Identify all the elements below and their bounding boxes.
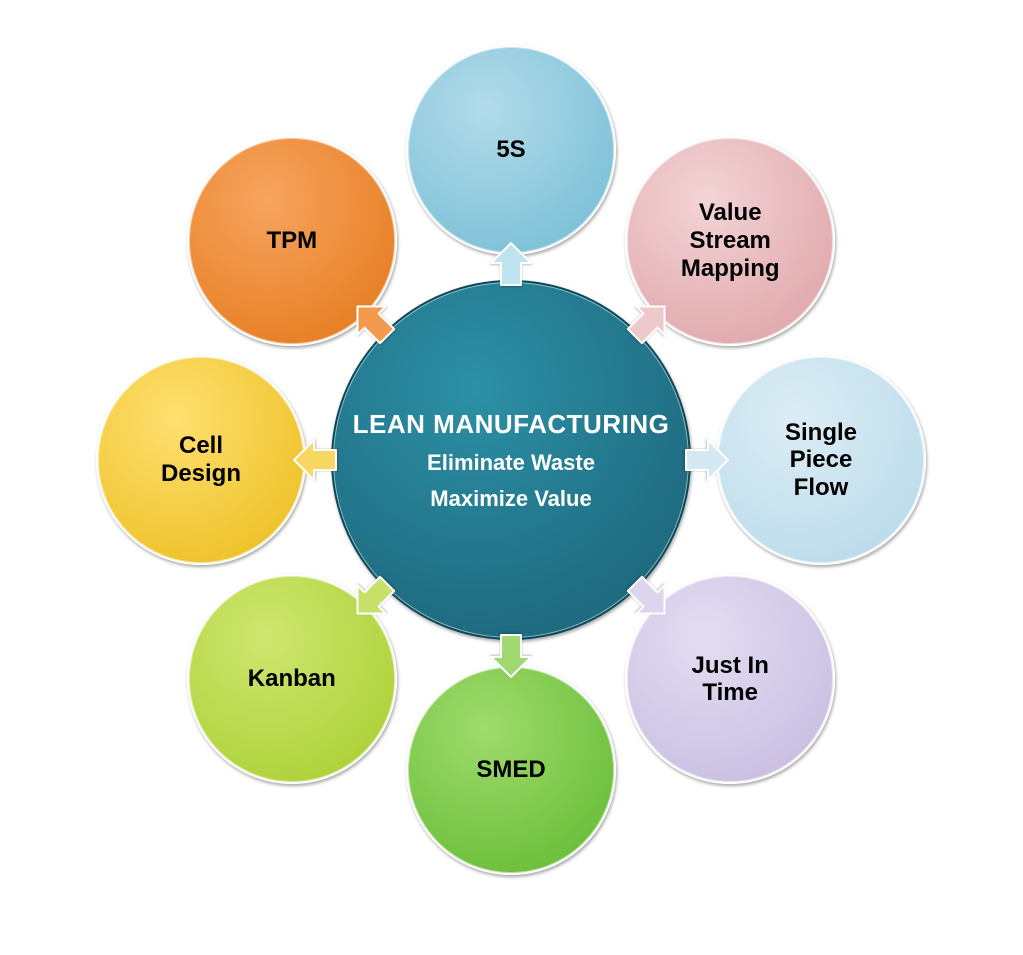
lean-manufacturing-diagram: LEAN MANUFACTURING Eliminate Waste Maxim… <box>0 0 1023 955</box>
node-spf: Single Piece Flow <box>716 355 926 565</box>
node-jit-label: Just In Time <box>692 652 769 707</box>
node-five-s: 5S <box>406 45 616 255</box>
center-text-wrap: LEAN MANUFACTURING Eliminate Waste Maxim… <box>353 409 670 512</box>
center-sub1: Eliminate Waste <box>353 450 670 476</box>
node-vsm-label: Value Stream Mapping <box>681 199 780 282</box>
center-title: LEAN MANUFACTURING <box>353 409 670 440</box>
arrow-cell-icon <box>292 436 340 484</box>
node-kanban-label: Kanban <box>248 665 336 693</box>
arrow-five-s-icon <box>487 241 535 289</box>
node-cell: Cell Design <box>96 355 306 565</box>
node-five-s-label: 5S <box>496 136 525 164</box>
center-sub2: Maximize Value <box>353 486 670 512</box>
node-cell-label: Cell Design <box>161 432 241 487</box>
node-smed-label: SMED <box>476 756 545 784</box>
node-spf-label: Single Piece Flow <box>785 419 857 502</box>
arrow-spf-icon <box>682 436 730 484</box>
arrow-smed-icon <box>487 631 535 679</box>
node-smed: SMED <box>406 665 616 875</box>
node-tpm-label: TPM <box>266 227 317 255</box>
